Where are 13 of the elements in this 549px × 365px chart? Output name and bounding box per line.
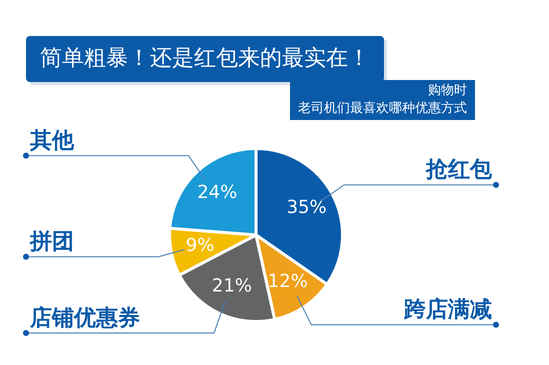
slice-label: 其他 xyxy=(29,128,75,154)
data-label: 9% xyxy=(186,235,214,256)
chart-title: 简单粗暴！还是红包来的最实在！ xyxy=(26,36,384,82)
data-label: 35% xyxy=(286,197,327,218)
slice-label: 抢红包 xyxy=(425,158,493,183)
text: 老司机们最喜欢哪种优惠方式 xyxy=(298,100,467,118)
slice-label: 拼团 xyxy=(29,229,74,254)
data-label: 12% xyxy=(268,271,308,292)
slice-label: 店铺优惠券 xyxy=(29,304,140,331)
slice-label: 跨店满减 xyxy=(403,296,492,323)
chart-subtitle: 购物时 xyxy=(427,82,467,100)
data-label: 24% xyxy=(197,182,238,203)
data-label: 21% xyxy=(212,275,252,296)
